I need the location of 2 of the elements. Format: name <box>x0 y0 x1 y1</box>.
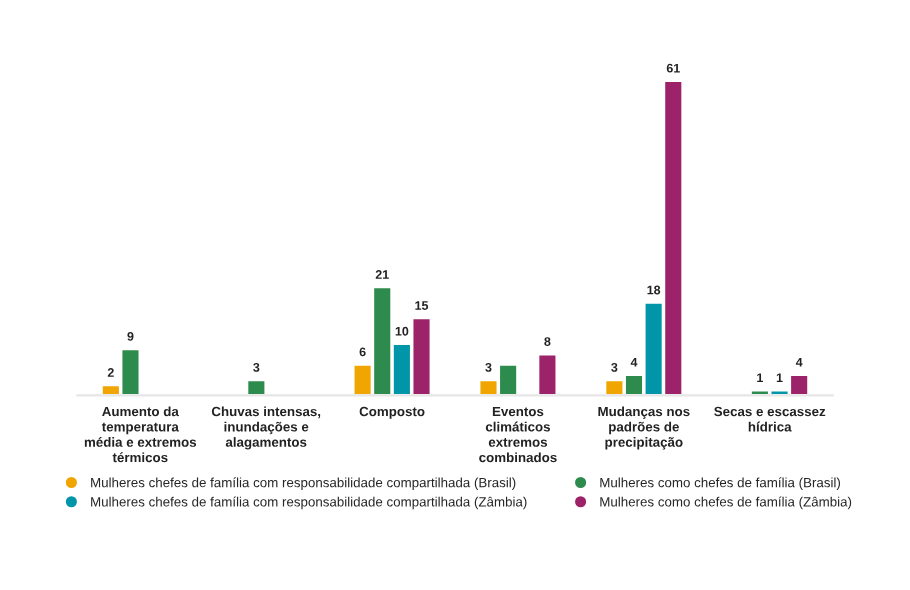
bar <box>536 352 559 396</box>
bar <box>245 378 268 396</box>
